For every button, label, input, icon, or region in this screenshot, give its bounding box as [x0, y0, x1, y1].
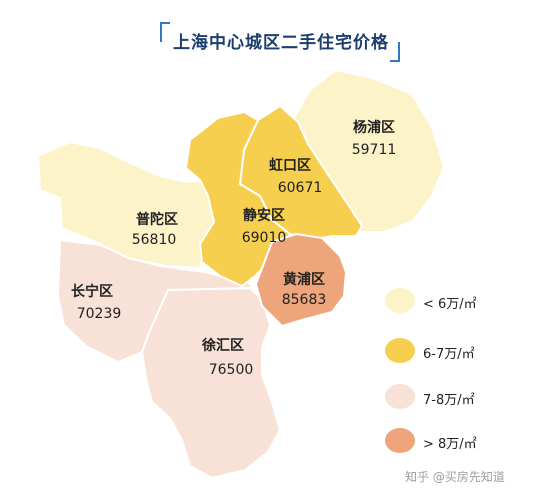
- district-price: 85683: [281, 292, 327, 309]
- legend-label: > 8万/㎡: [423, 437, 477, 452]
- legend-item-7-8: 7-8万/㎡: [385, 384, 525, 414]
- legend-label: 6-7万/㎡: [423, 347, 475, 362]
- legend-item-lt6: < 6万/㎡: [385, 288, 525, 318]
- legend-label: 7-8万/㎡: [423, 393, 475, 408]
- district-label-huangpu: 黄浦区 85683: [264, 272, 344, 308]
- district-label-xuhui: 徐汇区 76500: [178, 338, 268, 378]
- map-title: 上海中心城区二手住宅价格: [173, 33, 389, 53]
- legend-swatch: [385, 384, 415, 409]
- district-shape-xuhui[interactable]: [141, 287, 281, 479]
- legend-swatch: [385, 338, 415, 363]
- district-label-yangpu: 杨浦区 59711: [334, 120, 414, 158]
- district-label-changning: 长宁区 70239: [52, 284, 132, 322]
- district-name: 普陀区: [136, 212, 178, 228]
- district-name: 静安区: [243, 208, 285, 224]
- legend-label: < 6万/㎡: [423, 297, 477, 312]
- district-name: 长宁区: [71, 284, 113, 300]
- district-label-putuo: 普陀区 56810: [112, 212, 202, 248]
- district-price: 60671: [277, 180, 323, 197]
- district-name: 徐汇区: [202, 338, 244, 354]
- district-price: 56810: [131, 232, 177, 249]
- map-title-box: 上海中心城区二手住宅价格: [160, 22, 400, 62]
- district-price: 76500: [208, 362, 254, 379]
- title-bracket-right: [390, 42, 400, 62]
- district-price: 69010: [241, 230, 287, 247]
- watermark-text: 知乎 @买房先知道: [405, 470, 505, 484]
- district-name: 杨浦区: [353, 120, 395, 136]
- legend-swatch: [385, 288, 415, 313]
- district-name: 虹口区: [269, 158, 311, 174]
- legend-item-6-7: 6-7万/㎡: [385, 338, 525, 368]
- district-label-jingan: 静安区 69010: [224, 208, 304, 246]
- district-price: 70239: [76, 306, 122, 323]
- legend-item-gt8: > 8万/㎡: [385, 428, 525, 458]
- district-label-hongkou: 虹口区 60671: [250, 158, 330, 196]
- title-bracket-left: [160, 22, 170, 42]
- legend-swatch: [385, 428, 415, 453]
- district-shape-huangpu[interactable]: [255, 233, 347, 327]
- district-price: 59711: [351, 142, 397, 159]
- district-name: 黄浦区: [283, 272, 325, 288]
